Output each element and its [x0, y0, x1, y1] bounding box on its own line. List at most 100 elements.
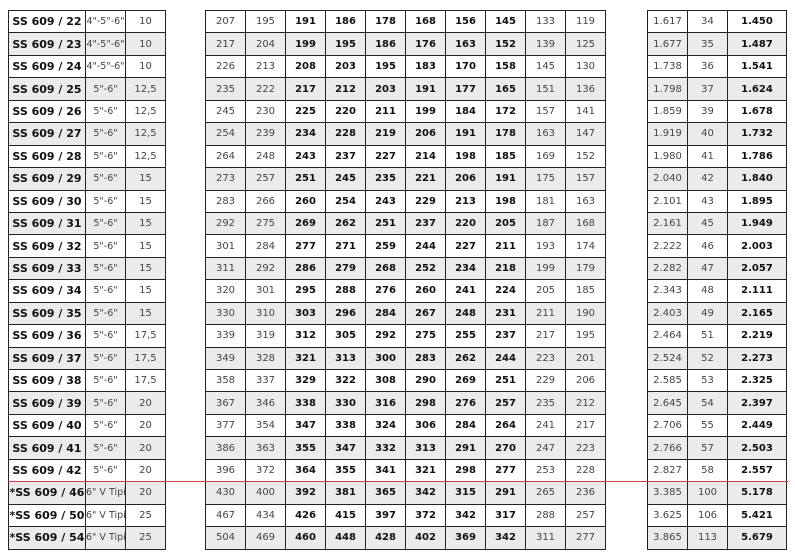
flow-cell: 330 — [205, 301, 246, 326]
flow-cell: 130 — [565, 54, 606, 79]
table-row: 207 195 191 186 178 168 156 145 133 119 — [205, 9, 606, 34]
table-row: 264 248 243 237 227 214 198 185 169 152 — [205, 144, 606, 169]
spec-cell: 41 — [687, 144, 728, 169]
table-row: SS 609 / 40 5"-6" 20 — [8, 413, 166, 438]
flow-cell: 283 — [405, 346, 446, 371]
flow-cell: 179 — [565, 256, 606, 281]
model-cell: SS 609 / 39 — [8, 391, 86, 415]
model-cell: SS 609 / 38 — [8, 368, 86, 393]
flow-cell: 217 — [525, 324, 566, 348]
flow-cell: 381 — [325, 481, 366, 505]
power-cell: 17,5 — [125, 368, 166, 393]
flow-cell: 283 — [205, 189, 246, 213]
table-row: 330 310 303 296 284 267 248 231 211 190 — [205, 301, 606, 326]
flow-cell: 330 — [325, 391, 366, 415]
flow-cell: 260 — [405, 279, 446, 303]
flow-cell: 243 — [285, 144, 326, 169]
spec-cell: 43 — [687, 189, 728, 213]
flow-cell: 268 — [365, 256, 406, 281]
spec-table: 1.617 34 1.450 1.677 35 1.487 1.738 36 1.541 1.79… — [647, 9, 787, 550]
flow-cell: 313 — [325, 346, 366, 371]
flow-cell: 349 — [205, 346, 246, 371]
table-row: 396 372 364 355 341 321 298 277 253 228 — [205, 458, 606, 483]
spec-cell: 2.585 — [647, 368, 688, 393]
flow-cell: 288 — [525, 503, 566, 528]
flow-cell: 329 — [285, 368, 326, 393]
spec-cell: 58 — [687, 458, 728, 483]
flow-cell: 298 — [445, 458, 486, 483]
flow-cell: 247 — [525, 436, 566, 460]
flow-cell: 316 — [365, 391, 406, 415]
spec-cell: 36 — [687, 54, 728, 79]
model-cell: *SS 609 / 50 — [8, 503, 86, 528]
table-row: SS 609 / 25 5"-6" 12,5 — [8, 77, 166, 101]
flow-cell: 184 — [445, 99, 486, 124]
flow-cell: 315 — [445, 481, 486, 505]
spec-cell-bold: 1.895 — [727, 189, 787, 213]
flow-cell: 292 — [205, 211, 246, 236]
power-cell: 12,5 — [125, 144, 166, 169]
flow-cell: 400 — [245, 481, 286, 505]
flow-cell: 321 — [285, 346, 326, 371]
flow-cell: 338 — [285, 391, 326, 415]
section-divider-line — [8, 481, 788, 482]
flow-cell: 321 — [405, 458, 446, 483]
table-row: SS 609 / 26 5"-6" 12,5 — [8, 99, 166, 124]
table-row: *SS 609 / 46 6" V Tipi 20 — [8, 481, 166, 505]
size-cell: 5"-6" — [85, 234, 126, 258]
table-row: 320 301 295 288 276 260 241 224 205 185 — [205, 279, 606, 303]
spec-cell-bold: 1.949 — [727, 211, 787, 236]
flow-cell: 372 — [245, 458, 286, 483]
table-row: SS 609 / 37 5"-6" 17,5 — [8, 346, 166, 371]
table-row: SS 609 / 31 5"-6" 15 — [8, 211, 166, 236]
flow-cell: 346 — [245, 391, 286, 415]
flow-cell: 295 — [285, 279, 326, 303]
flow-cell: 358 — [205, 368, 246, 393]
spec-cell: 2.645 — [647, 391, 688, 415]
flow-cell: 205 — [485, 211, 526, 236]
size-cell: 5"-6" — [85, 413, 126, 438]
model-table: SS 609 / 22 4"-5"-6" 10 SS 609 / 23 4"-5"-6"… — [8, 9, 166, 550]
size-cell: 5"-6" — [85, 211, 126, 236]
flow-cell: 276 — [445, 391, 486, 415]
flow-cell: 228 — [565, 458, 606, 483]
table-row: 245 230 225 220 211 199 184 172 157 141 — [205, 99, 606, 124]
flow-cell: 170 — [445, 54, 486, 79]
spec-cell: 46 — [687, 234, 728, 258]
table-row: SS 609 / 22 4"-5"-6" 10 — [8, 9, 166, 34]
flow-cell: 322 — [325, 368, 366, 393]
model-cell: SS 609 / 22 — [8, 9, 86, 34]
flow-cell: 310 — [245, 301, 286, 326]
power-cell: 10 — [125, 9, 166, 34]
flow-cell: 191 — [445, 122, 486, 146]
flow-cell: 273 — [205, 167, 246, 191]
model-cell: SS 609 / 36 — [8, 324, 86, 348]
flow-cell: 152 — [485, 32, 526, 56]
size-cell: 6" V Tipi — [85, 526, 126, 550]
spec-cell: 48 — [687, 279, 728, 303]
flow-cell: 199 — [405, 99, 446, 124]
flow-cell: 151 — [525, 77, 566, 101]
flow-cell: 223 — [565, 436, 606, 460]
flow-cell: 311 — [525, 526, 566, 550]
flow-cell: 251 — [485, 368, 526, 393]
table-row: 358 337 329 322 308 290 269 251 229 206 — [205, 368, 606, 393]
size-cell: 5"-6" — [85, 77, 126, 101]
table-row: SS 609 / 27 5"-6" 12,5 — [8, 122, 166, 146]
flow-cell: 230 — [245, 99, 286, 124]
flow-cell: 211 — [365, 99, 406, 124]
flow-cell: 172 — [485, 99, 526, 124]
flow-cell: 190 — [565, 301, 606, 326]
size-cell: 6" V Tipi — [85, 503, 126, 528]
flow-cell: 186 — [365, 32, 406, 56]
flow-cell: 251 — [285, 167, 326, 191]
flow-cell: 163 — [445, 32, 486, 56]
flow-cell: 311 — [205, 256, 246, 281]
flow-cell: 176 — [405, 32, 446, 56]
table-row: SS 609 / 23 4"-5"-6" 10 — [8, 32, 166, 56]
flow-cell: 301 — [205, 234, 246, 258]
spec-cell: 40 — [687, 122, 728, 146]
flow-cell: 214 — [405, 144, 446, 169]
flow-cell: 224 — [485, 279, 526, 303]
table-row: 235 222 217 212 203 191 177 165 151 136 — [205, 77, 606, 101]
